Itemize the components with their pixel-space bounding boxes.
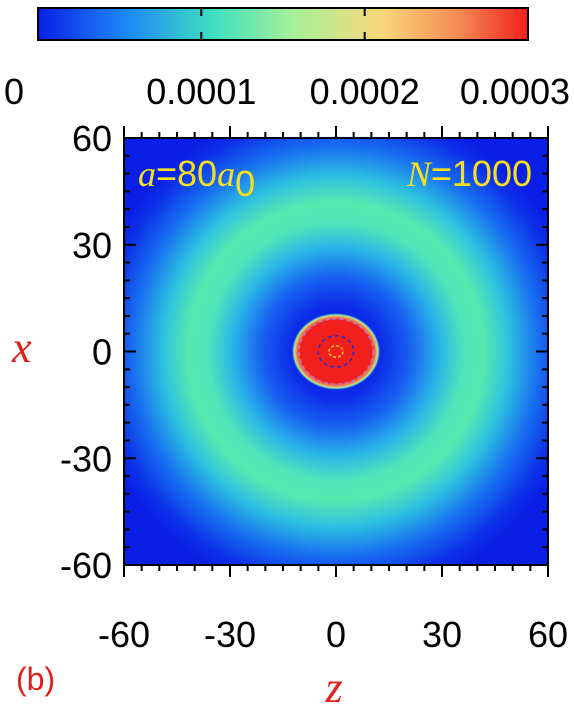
- x-tick-label: 60: [528, 614, 568, 655]
- y-axis-ticks: 60 30 0 -30 -60: [60, 118, 548, 586]
- y-axis-label: x: [11, 323, 32, 372]
- y-tick-label: -30: [60, 438, 112, 479]
- x-tick-label: -60: [98, 614, 150, 655]
- colorbar-gradient: [37, 7, 529, 41]
- annotation-atom-count: N=1000: [406, 153, 532, 194]
- y-tick-label: 60: [72, 118, 112, 159]
- x-tick-label: -30: [204, 614, 256, 655]
- y-tick-label: 0: [92, 332, 112, 373]
- colorbar-ticks: 0 0.0001 0.0002 0.0003: [4, 8, 570, 112]
- contour-mid: [317, 335, 355, 368]
- central-peak: [291, 313, 381, 390]
- colorbar-tick-label: 0: [4, 71, 24, 112]
- panel-label: (b): [16, 661, 55, 697]
- contour-outer: [298, 318, 374, 385]
- heatmap-plot: -60 -30 0 30 60 60 30 0 -30 -60 a=80a0 N=1000: [60, 118, 568, 655]
- colorbar-tick-label: 0.0001: [146, 71, 256, 112]
- y-tick-label: 30: [72, 225, 112, 266]
- colorbar-tick-label: 0.0002: [310, 71, 420, 112]
- contour-inner: [328, 345, 344, 358]
- annotation-scattering-length: a=80a0: [138, 153, 255, 204]
- x-tick-label: 30: [422, 614, 462, 655]
- x-axis-label: z: [324, 663, 342, 710]
- colorbar: 0 0.0001 0.0002 0.0003: [4, 7, 570, 112]
- x-axis-ticks: -60 -30 0 30 60: [98, 126, 568, 655]
- x-tick-label: 0: [326, 614, 346, 655]
- y-tick-label: -60: [60, 545, 112, 586]
- colorbar-tick-label: 0.0003: [460, 71, 570, 112]
